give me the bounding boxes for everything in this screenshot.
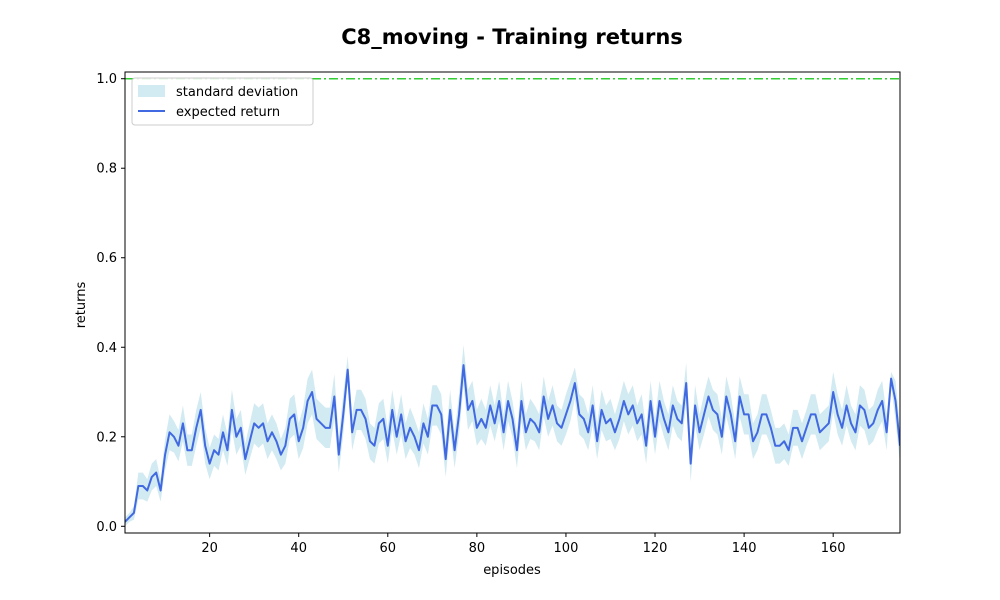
x-tick-label: 20 (201, 541, 218, 556)
expected-return-line (125, 364, 900, 523)
x-tick-label: 140 (732, 541, 757, 556)
x-tick-label: 40 (290, 541, 307, 556)
y-tick-label: 0.0 (96, 520, 117, 535)
x-tick-label: 60 (380, 541, 397, 556)
legend-box (131, 77, 314, 126)
std-band (125, 345, 900, 527)
legend: standard deviation expected return (131, 77, 314, 126)
x-tick-label: 120 (643, 541, 668, 556)
y-tick-label: 0.2 (96, 430, 117, 445)
chart-title: C8_moving - Training returns (341, 25, 683, 49)
y-tick-label: 0.6 (96, 251, 117, 266)
legend-band-swatch (138, 85, 165, 97)
x-axis-label: episodes (483, 563, 541, 578)
legend-label-expected-return: expected return (176, 105, 280, 120)
x-tick-label: 100 (554, 541, 579, 556)
y-tick-label: 0.4 (96, 341, 117, 356)
plot-area: 20 40 60 80 100 120 140 160 0.0 0.2 0.4 0.6 0.8 1.0 st… (96, 71, 901, 556)
x-tick-label: 160 (821, 541, 846, 556)
plot-frame (124, 71, 901, 534)
x-tick-label: 80 (469, 541, 486, 556)
y-tick-label: 0.8 (96, 162, 117, 177)
y-axis-label: returns (74, 282, 89, 329)
legend-label-standard-deviation: standard deviation (176, 85, 298, 100)
y-tick-label: 1.0 (96, 72, 117, 87)
